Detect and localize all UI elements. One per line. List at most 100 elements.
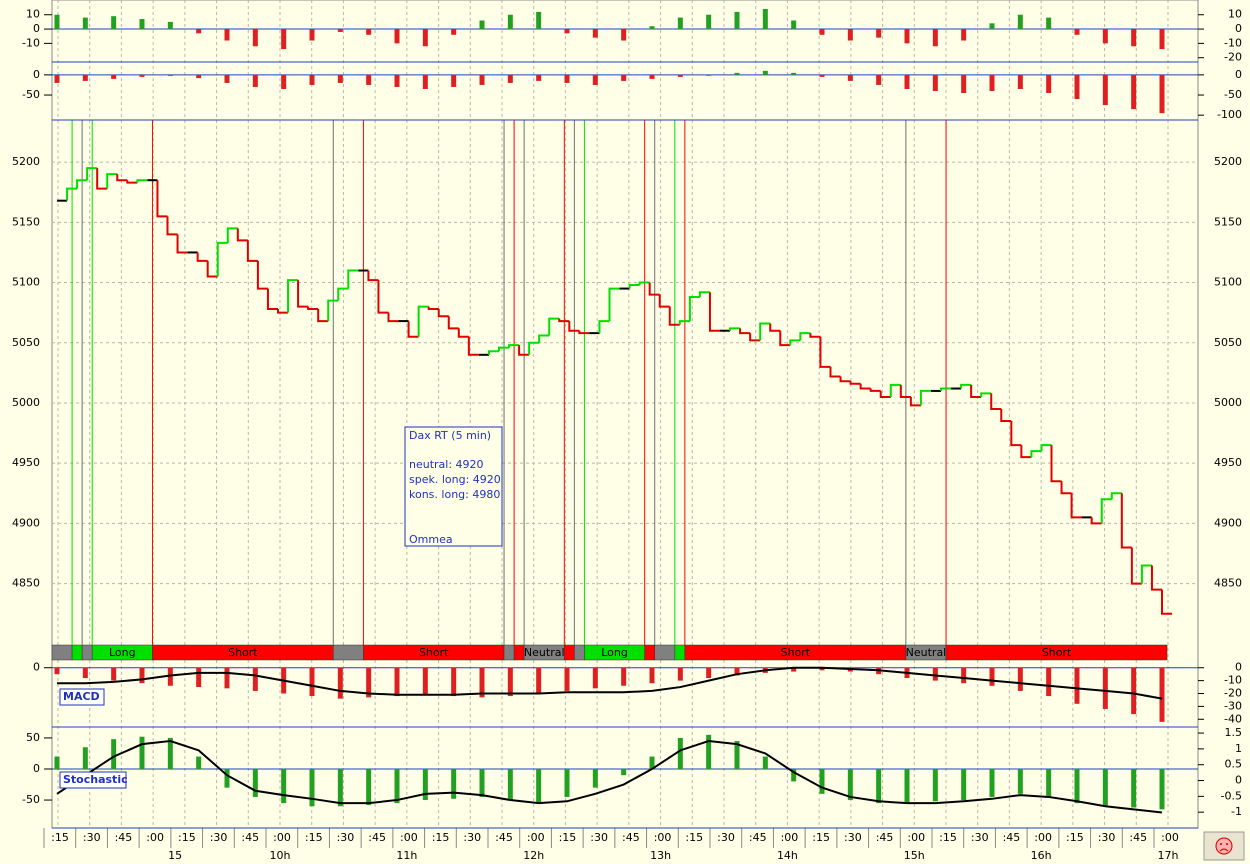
- histogram-bar: [281, 29, 287, 50]
- price-bar: [799, 332, 811, 341]
- price-bar: [246, 240, 258, 262]
- price-bar: [1130, 547, 1142, 585]
- y2-tick-label: -50: [1224, 88, 1242, 101]
- y-tick-label: 50: [26, 731, 40, 744]
- histogram-bar: [536, 74, 542, 81]
- histogram-bar: [337, 768, 343, 807]
- price-bar: [829, 366, 841, 378]
- price-bar: [729, 327, 741, 331]
- histogram-bar: [819, 667, 825, 671]
- histogram-bar: [54, 756, 60, 769]
- histogram-bar: [564, 667, 570, 691]
- y-tick-label: -10: [22, 36, 40, 49]
- price-bar: [688, 296, 700, 322]
- price-bar: [1070, 493, 1082, 519]
- price-bar: [919, 389, 931, 406]
- histogram-bar: [961, 29, 967, 41]
- histogram-bar: [479, 20, 485, 30]
- price-bar: [538, 334, 550, 343]
- price-bar: [1060, 481, 1072, 495]
- histogram-bar: [876, 29, 882, 38]
- histogram-bar: [847, 29, 853, 41]
- histogram-bar: [196, 29, 202, 34]
- signal-segment: [574, 644, 585, 661]
- price-bar: [156, 180, 168, 218]
- price-bar: [1150, 565, 1162, 591]
- y2-tick-label: 5000: [1214, 396, 1242, 409]
- histogram-bar: [111, 74, 117, 79]
- price-bar: [678, 320, 690, 325]
- hour-label: 13h: [650, 849, 671, 862]
- histogram-bar: [1131, 74, 1137, 110]
- y-tick-label: 0: [33, 762, 40, 775]
- histogram-bar: [706, 14, 712, 30]
- y-tick-label: 5200: [12, 155, 40, 168]
- histogram-bar: [1017, 667, 1023, 691]
- price-bar: [608, 287, 620, 322]
- price-bar: [698, 291, 710, 298]
- price-bar: [708, 292, 720, 332]
- histogram-bar: [54, 667, 60, 675]
- y2-tick-label: 5100: [1214, 276, 1242, 289]
- histogram-bar: [1159, 667, 1165, 722]
- price-bar: [769, 323, 781, 332]
- price-bar: [899, 384, 911, 398]
- signal-segment: [654, 644, 676, 661]
- histogram-bar: [337, 74, 343, 83]
- histogram-bar: [706, 667, 712, 679]
- signal-segment: [503, 644, 515, 661]
- price-bar: [367, 270, 379, 282]
- histogram-bar: [252, 29, 258, 47]
- histogram-bar: [677, 667, 683, 681]
- histogram-bar: [847, 768, 853, 801]
- y2-tick-label: 4850: [1214, 577, 1242, 590]
- histogram-bar: [989, 23, 995, 30]
- y-tick-label: 10: [26, 8, 40, 21]
- price-bar: [66, 187, 78, 201]
- histogram-bar: [932, 74, 938, 91]
- histogram-bar: [139, 736, 145, 769]
- y-tick-label: 0: [33, 22, 40, 35]
- price-bar: [136, 179, 148, 183]
- price-bar: [467, 336, 479, 356]
- histogram-bar: [592, 768, 598, 788]
- y2-tick-label: -100: [1217, 108, 1242, 121]
- histogram-bar: [819, 29, 825, 35]
- price-bar: [86, 167, 98, 181]
- y2-tick-label: 5150: [1214, 215, 1242, 228]
- histogram-bar: [1102, 768, 1108, 807]
- histogram-bar: [224, 667, 230, 689]
- signal-segment: [513, 644, 525, 661]
- x-tick-label: :45: [876, 831, 894, 844]
- histogram-bar: [309, 768, 315, 807]
- histogram-bar: [989, 768, 995, 797]
- y2-tick-label: -20: [1224, 687, 1242, 700]
- x-tick-label: :15: [559, 831, 577, 844]
- hour-label: 15: [168, 849, 182, 862]
- histogram-bar: [734, 72, 740, 75]
- signal-label: Short: [781, 646, 811, 659]
- histogram-bar: [111, 739, 117, 769]
- y2-tick-label: 5200: [1214, 155, 1242, 168]
- histogram-bar: [337, 667, 343, 699]
- price-bar: [648, 282, 660, 296]
- histogram-bar: [111, 667, 117, 681]
- signal-label: Short: [1042, 646, 1072, 659]
- x-tick-label: :00: [781, 831, 799, 844]
- histogram-bar: [1017, 768, 1023, 794]
- x-tick-label: :30: [463, 831, 481, 844]
- histogram-bar: [536, 11, 542, 30]
- histogram-bar: [139, 74, 145, 77]
- price-bar: [518, 345, 530, 356]
- status-icon[interactable]: [1203, 831, 1245, 861]
- price-bar: [76, 179, 88, 189]
- price-bar: [407, 321, 419, 338]
- histogram-bar: [904, 74, 910, 89]
- histogram-bar: [479, 667, 485, 698]
- y2-tick-label: 1.5: [1225, 726, 1243, 739]
- price-bar: [287, 279, 299, 313]
- price-bar: [940, 387, 952, 391]
- y-tick-label: 4850: [12, 577, 40, 590]
